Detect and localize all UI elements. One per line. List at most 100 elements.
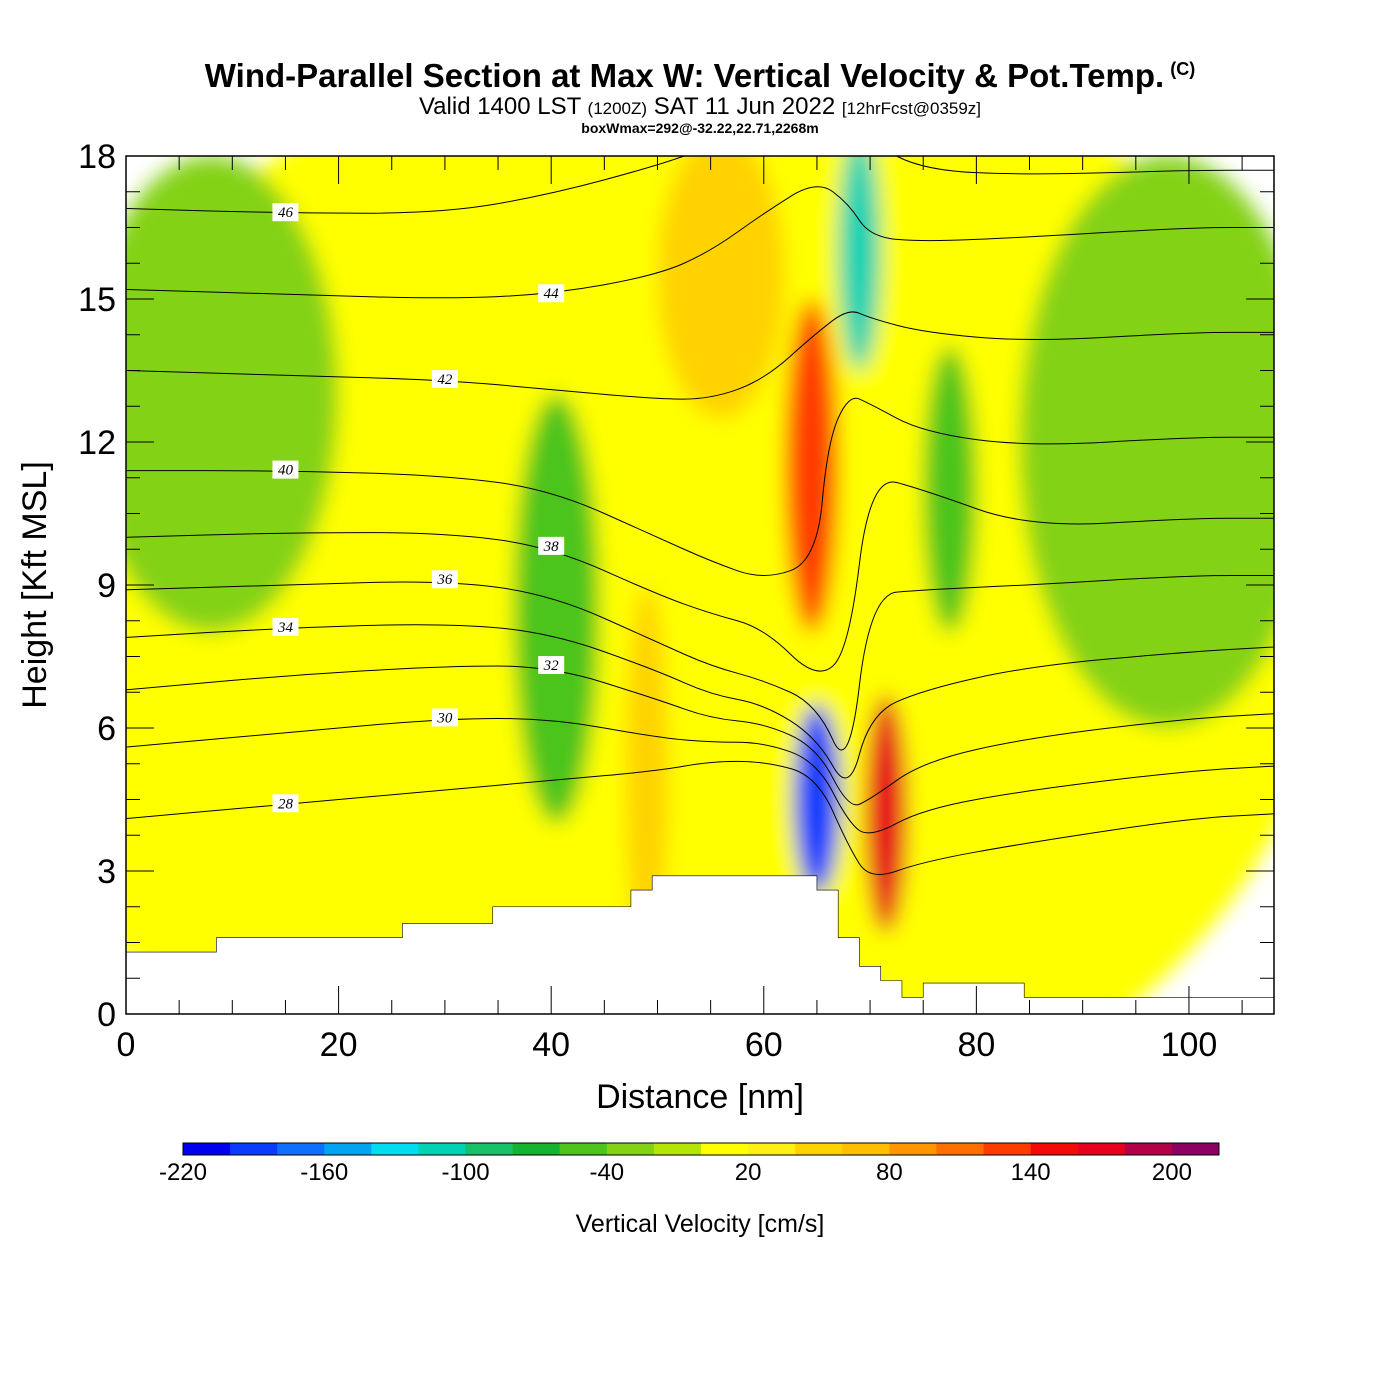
title-block: Wind-Parallel Section at Max W: Vertical… [0, 50, 1400, 135]
theta-contour-36 [126, 574, 1274, 751]
colorbar-tick-label: 140 [1011, 1159, 1051, 1186]
y-tick-label: 15 [78, 281, 116, 319]
theta-label-box [538, 536, 565, 555]
colorbar [182, 1142, 1220, 1156]
colorbar-swatch [889, 1143, 937, 1155]
y-axis-title: Height [Kft MSL] [16, 461, 54, 709]
terrain [126, 875, 1274, 1014]
axis-ticks [125, 155, 1274, 1015]
y-tick-label: 18 [78, 138, 116, 176]
colorbar-tick-label: -40 [589, 1159, 624, 1186]
colorbar-tick-label: 80 [876, 1159, 903, 1186]
colorbar-tick-labels: -220 -160 -100 -40 20 80 140 200 [159, 1159, 1192, 1186]
theta-label-42: 42 [431, 370, 458, 389]
y-tick-label: 0 [97, 996, 116, 1034]
theta-label-box [431, 370, 458, 389]
colorbar-swatch [559, 1143, 608, 1155]
theta-label-44: 44 [538, 284, 565, 303]
forecast-info: [12hrFcst@0359z] [841, 99, 982, 118]
theta-label-box [272, 617, 299, 636]
theta-contour-38 [126, 481, 1274, 672]
colorbar-swatch [1077, 1143, 1126, 1155]
theta-label-34: 34 [272, 617, 299, 636]
x-tick-label: 80 [957, 1026, 995, 1064]
colorbar-swatch [936, 1143, 985, 1155]
theta-label-box [538, 284, 565, 303]
colorbar-swatch [277, 1143, 325, 1155]
theta-label-box [272, 460, 299, 479]
colorbar-swatch [1030, 1143, 1079, 1155]
theta-label-text: 44 [544, 286, 560, 302]
chart-title: Wind-Parallel Section at Max W: Vertical… [204, 57, 1196, 94]
x-axis-title: Distance [nm] [596, 1078, 804, 1116]
colorbar-swatch [183, 1143, 231, 1155]
x-tick-label: 100 [1161, 1026, 1218, 1064]
colorbar-title: Vertical Velocity [cm/s] [576, 1210, 825, 1238]
theta-label-text: 30 [436, 710, 453, 726]
theta-contour-40 [126, 397, 1274, 576]
theta-label-box [431, 570, 458, 589]
theta-label-40: 40 [272, 460, 299, 479]
colorbar-swatch [983, 1143, 1032, 1155]
colorbar-tick-label: -100 [442, 1159, 490, 1186]
colorbar-tick-label: -160 [300, 1159, 348, 1186]
y-tick-labels: 0 3 6 9 12 15 18 [78, 138, 116, 1034]
theta-label-box [431, 708, 458, 727]
colorbar-swatch [795, 1143, 843, 1155]
w-region-updraft-aloft-64nm [785, 299, 839, 633]
plot-area: 28 30 32 34 36 38 40 42 44 46 [126, 156, 1274, 1014]
colorbar-swatch [418, 1143, 467, 1155]
colorbar-swatch [701, 1143, 749, 1155]
theta-label-box [538, 656, 565, 675]
theta-contour-42 [126, 311, 1274, 400]
colorbar-frame [182, 1142, 1220, 1156]
y-tick-label: 12 [78, 424, 116, 462]
theta-label-text: 40 [278, 463, 294, 479]
colorbar-tick-label: 20 [735, 1159, 762, 1186]
colorbar-swatch [842, 1143, 890, 1155]
w-region-updraft-50nm [625, 585, 669, 967]
colorbar-swatch [1171, 1143, 1220, 1155]
pot-temp-contours [126, 156, 1274, 875]
colorbar-tick-label: -220 [159, 1159, 207, 1186]
y-tick-label: 3 [97, 853, 116, 891]
w-region-downdraft-aloft-69nm [838, 156, 881, 371]
colorbar-swatch [653, 1143, 702, 1155]
theta-label-text: 38 [543, 539, 560, 555]
theta-label-28: 28 [272, 794, 299, 813]
theta-label-46: 46 [272, 203, 299, 222]
theta-label-38: 38 [538, 536, 565, 555]
valid-time: Valid 1400 LST [418, 93, 581, 120]
pot-temp-contour-labels: 28 30 32 34 36 38 40 42 44 46 [272, 203, 565, 813]
y-tick-label: 9 [97, 567, 116, 605]
x-tick-labels: 0 20 40 60 80 100 [117, 1026, 1218, 1064]
colorbar-swatch [606, 1143, 655, 1155]
colorbar-swatch [465, 1143, 514, 1155]
w-region-downdraft-core-65nm [793, 704, 841, 895]
theta-label-text: 46 [278, 205, 294, 221]
theta-contour-28 [126, 760, 1274, 875]
chart-subtitle: Valid 1400 LST (1200Z) SAT 11 Jun 2022 [… [0, 95, 1400, 121]
theta-contour-46 [126, 156, 1274, 214]
theta-label-36: 36 [431, 570, 458, 589]
y-tick-label: 6 [97, 710, 116, 748]
colorbar-tick-label: 200 [1152, 1159, 1192, 1186]
theta-label-text: 28 [278, 796, 294, 812]
terrain-mask [126, 875, 1274, 1014]
x-tick-label: 0 [117, 1026, 136, 1064]
theta-label-box [272, 203, 299, 222]
theta-label-text: 36 [436, 572, 453, 588]
theta-contour-34 [126, 624, 1274, 779]
x-tick-label: 40 [532, 1026, 570, 1064]
valid-utc: (1200Z) [587, 99, 648, 118]
w-region-left-upper-green [126, 156, 339, 633]
theta-contour-30 [126, 717, 1274, 834]
theta-contour-44 [126, 186, 1274, 299]
theta-label-30: 30 [431, 708, 458, 727]
colorbar-swatch [748, 1143, 796, 1155]
valid-date: SAT 11 Jun 2022 [653, 93, 836, 120]
copyright-mark: (C) [1170, 59, 1196, 79]
x-tick-label: 60 [745, 1026, 783, 1064]
colorbar-swatch [230, 1143, 278, 1155]
